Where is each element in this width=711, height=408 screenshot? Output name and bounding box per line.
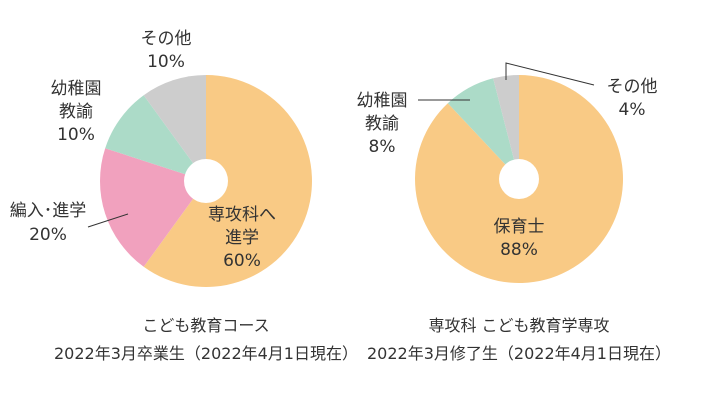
- pie-slice-2: [493, 75, 519, 179]
- caption-line2: 2022年3月卒業生（2022年4月1日現在）: [54, 344, 358, 363]
- label-hoikushi-value: 88%: [500, 240, 538, 260]
- chart-kodomo-course: 専攻科へ 進学 60% 編入･進学 20% 幼稚園 教諭 10% その他 10%…: [10, 29, 358, 363]
- donut-hole: [499, 159, 539, 199]
- label-sonota2-line1: その他: [607, 77, 658, 97]
- caption-line1: こども教育コース: [142, 316, 269, 335]
- label-hennyu-value: 20%: [29, 225, 67, 245]
- pie-slice-2: [105, 95, 206, 181]
- label-hoikushi-line1: 保育士: [494, 217, 545, 237]
- leader-sonota2: [505, 62, 595, 86]
- label-yochien-line2: 教諭: [59, 102, 93, 122]
- label-yochien2-line1: 幼稚園: [357, 91, 408, 111]
- label-sonota-line1: その他: [141, 29, 192, 49]
- pie-slice-1: [447, 78, 519, 179]
- label-senkoka-line2: 進学: [225, 228, 259, 248]
- label-sonota-value: 10%: [147, 52, 185, 72]
- label-sonota2-value: 4%: [619, 100, 646, 120]
- label-yochien-value: 10%: [57, 125, 95, 145]
- leader-hennyu: [87, 213, 129, 228]
- label-yochien2-value: 8%: [369, 137, 396, 157]
- donut-hole: [184, 159, 228, 203]
- caption-line2: 2022年3月修了生（2022年4月1日現在）: [367, 344, 671, 363]
- pie-slice-3: [143, 75, 206, 181]
- caption-line1: 専攻科 こども教育学専攻: [428, 316, 609, 335]
- label-senkoka-line1: 専攻科へ: [208, 205, 276, 225]
- label-yochien-line1: 幼稚園: [51, 79, 102, 99]
- label-senkoka-value: 60%: [223, 251, 261, 271]
- pie-slice-1: [99, 148, 206, 267]
- label-hennyu-line1: 編入･進学: [10, 201, 87, 221]
- chart-senkoka: 保育士 88% 幼稚園 教諭 8% その他 4% 専攻科 こども教育学専攻 20…: [357, 62, 671, 363]
- label-yochien2-line2: 教諭: [365, 114, 399, 134]
